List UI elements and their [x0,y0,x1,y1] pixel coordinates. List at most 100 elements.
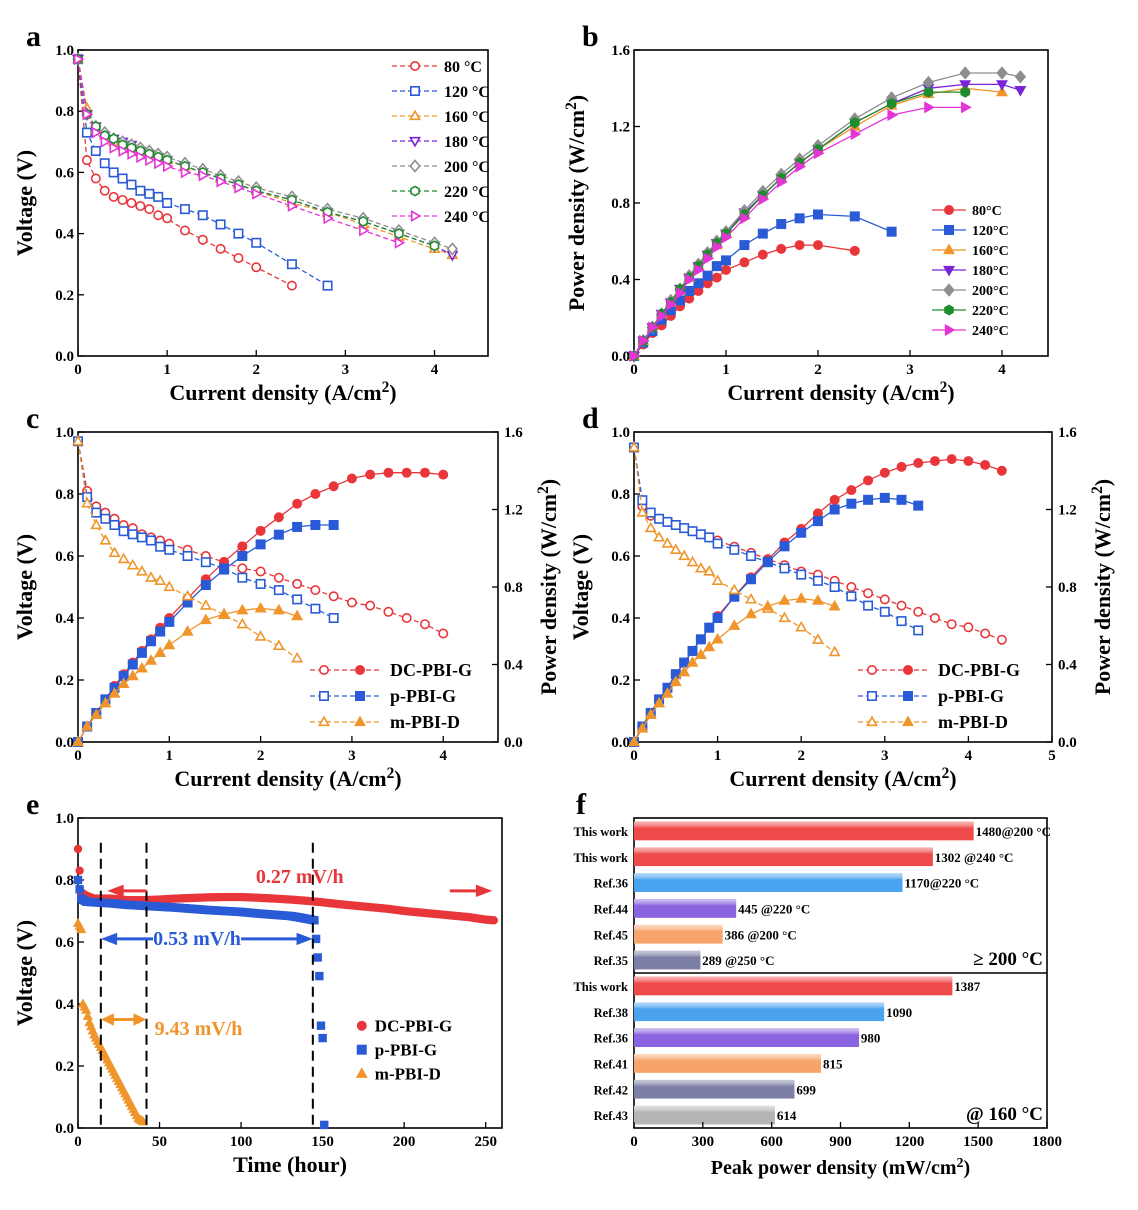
data-point [73,844,83,854]
data-point [182,550,193,561]
data-point [286,259,297,270]
data-point [82,1010,93,1020]
legend-label: p-PBI-G [390,686,456,706]
legend-marker [356,1044,367,1055]
y-tick-label: 0.2 [55,673,74,689]
data-point [273,512,284,523]
data-point [108,133,119,145]
data-point [687,645,698,656]
legend-label: m-PBI-D [375,1065,441,1084]
data-point [292,521,303,532]
data-point [812,209,823,220]
data-point [879,606,890,617]
data-point [849,117,860,129]
legend-label: 180 °C [444,134,490,151]
data-point [81,155,92,166]
data-point [812,240,823,251]
bar-shine [634,1105,775,1125]
data-point [199,599,212,610]
legend-label: 220°C [972,304,1009,319]
x-tick-label: 2 [253,362,261,378]
data-point [162,198,173,209]
x-tick-label: 3 [348,748,356,764]
y-right-tick-label: 0.4 [1058,658,1077,674]
data-point [670,519,681,530]
data-point [117,194,128,205]
data-point [980,628,991,639]
data-point [896,461,907,472]
legend-marker [944,304,954,316]
data-point [711,632,724,644]
bar-value-label: 815 [823,1056,843,1071]
legend-marker [902,690,913,701]
data-point [679,657,690,668]
x-axis-title: Current density (A/cm2) [727,379,954,406]
data-point [729,544,740,555]
y-tick-label: 1.0 [55,425,74,441]
bar-shine [634,1028,859,1047]
data-point [675,286,687,299]
data-point [292,578,303,589]
data-point [694,648,707,659]
data-point [136,647,147,658]
data-point [778,594,791,605]
data-point [648,321,659,334]
data-point [292,498,303,509]
x-tick-label: 3 [906,362,914,378]
bar-shine [634,847,933,867]
data-point [711,272,722,283]
y-tick-label: 0.0 [55,349,74,365]
y-right-tick-label: 1.2 [504,503,523,519]
data-point [251,262,262,273]
arrow-head [100,1013,114,1026]
data-point [712,240,724,253]
data-point [686,656,699,667]
data-point [776,243,787,254]
panel-label: f [576,788,587,821]
data-point [846,485,857,496]
data-point [694,263,705,276]
data-point [108,191,119,202]
data-point [811,633,824,644]
data-point [657,309,669,322]
y-right-tick-label: 0.4 [504,658,523,674]
data-point [179,204,190,215]
bar-shine [634,821,974,841]
legend-marker [902,715,914,727]
legend-marker [943,225,954,236]
series-line [77,59,453,250]
data-point [963,622,974,633]
data-point [316,1021,326,1030]
data-point [72,434,84,446]
arrow-head [133,1013,147,1026]
data-point [251,237,262,248]
data-point [234,181,245,194]
y-tick-label: 0.2 [611,673,630,689]
legend-marker [409,86,420,97]
data-point [181,625,194,636]
data-point [199,613,212,625]
data-point [959,66,971,80]
legend-marker [902,664,913,675]
data-point [702,270,713,281]
series-line [633,497,919,743]
chart-f: 1480@200 °C This work 1302 @240 °C This wor… [573,788,1062,1179]
data-point [145,654,158,665]
y-tick-label: 0.6 [55,935,74,951]
x-tick-label: 0 [630,1134,638,1150]
bar-value-label: 614 [777,1108,797,1123]
legend-marker [944,324,956,336]
x-tick-label: 250 [474,1134,497,1150]
group-label: @ 160 °C [966,1104,1043,1125]
data-point [254,630,267,641]
y-tick-label: 0.4 [611,611,630,627]
y-tick-label: 0.6 [55,549,74,565]
data-point [794,213,805,224]
series-line [77,441,298,659]
data-point [661,537,674,548]
data-point [291,651,304,663]
legend-label: 120 °C [444,84,490,101]
bar-value-label: 1090 [886,1005,912,1020]
y-right-tick-label: 1.6 [1058,425,1077,441]
